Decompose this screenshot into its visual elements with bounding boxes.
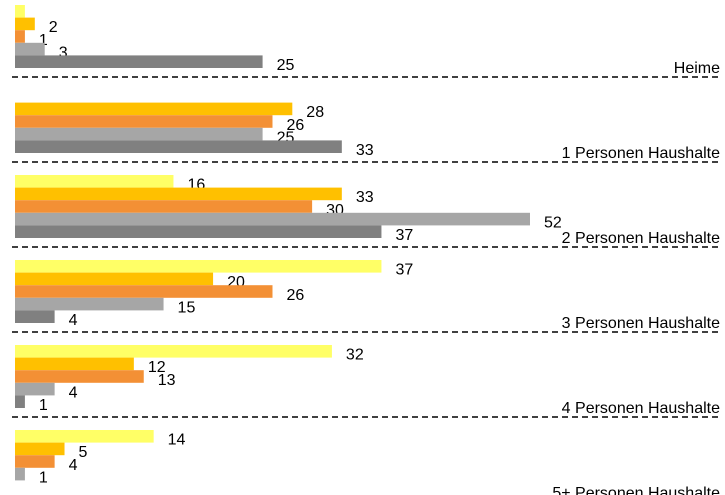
bar — [15, 42, 45, 56]
bar — [15, 140, 342, 153]
value-label: 2 — [49, 19, 58, 36]
category-label: 2 Personen Haushalte — [562, 230, 720, 247]
value-label: 12 — [148, 359, 166, 376]
value-label: 1 — [39, 469, 48, 486]
bar — [15, 187, 342, 201]
value-label: 52 — [544, 214, 562, 231]
value-label: 3 — [59, 44, 68, 61]
category-label: Heime — [674, 60, 720, 77]
value-label: 33 — [356, 189, 374, 206]
category-label: 1 Personen Haushalte — [562, 145, 720, 162]
value-label: 26 — [287, 287, 305, 304]
bar — [15, 285, 273, 298]
value-label: 33 — [356, 142, 374, 159]
bar — [15, 260, 382, 273]
value-label: 26 — [287, 117, 305, 134]
bar — [15, 467, 25, 481]
bar — [15, 272, 214, 286]
value-label: 37 — [395, 227, 413, 244]
bar — [15, 430, 154, 443]
bar — [15, 382, 55, 396]
bar — [15, 200, 313, 213]
bar — [15, 310, 55, 323]
value-label: 32 — [346, 347, 364, 364]
bar — [15, 175, 174, 188]
value-label: 4 — [69, 312, 78, 329]
bar — [15, 5, 25, 18]
bar — [15, 127, 263, 141]
bar — [15, 102, 293, 116]
bar — [15, 225, 382, 238]
bar — [15, 30, 25, 43]
bar — [15, 212, 530, 226]
bar — [15, 297, 164, 311]
category-label: 5+ Personen Haushalte — [552, 485, 720, 495]
bar — [15, 345, 332, 358]
value-label: 14 — [168, 432, 186, 449]
value-label: 15 — [178, 299, 196, 316]
bar — [15, 395, 25, 408]
bar — [15, 455, 55, 468]
bar — [15, 55, 263, 68]
bar — [15, 442, 65, 456]
value-label: 25 — [277, 57, 295, 74]
value-label: 13 — [158, 372, 176, 389]
value-label: 1 — [39, 397, 48, 414]
value-label: 4 — [69, 384, 78, 401]
bar — [15, 370, 144, 383]
bar — [15, 357, 134, 371]
category-label: 4 Personen Haushalte — [562, 400, 720, 417]
value-label: 4 — [69, 457, 78, 474]
value-label: 1 — [39, 32, 48, 49]
bar — [15, 115, 273, 128]
value-label: 5 — [79, 444, 88, 461]
value-label: 28 — [306, 104, 324, 121]
category-label: 3 Personen Haushalte — [562, 315, 720, 332]
bar — [15, 17, 35, 31]
value-label: 37 — [395, 262, 413, 279]
